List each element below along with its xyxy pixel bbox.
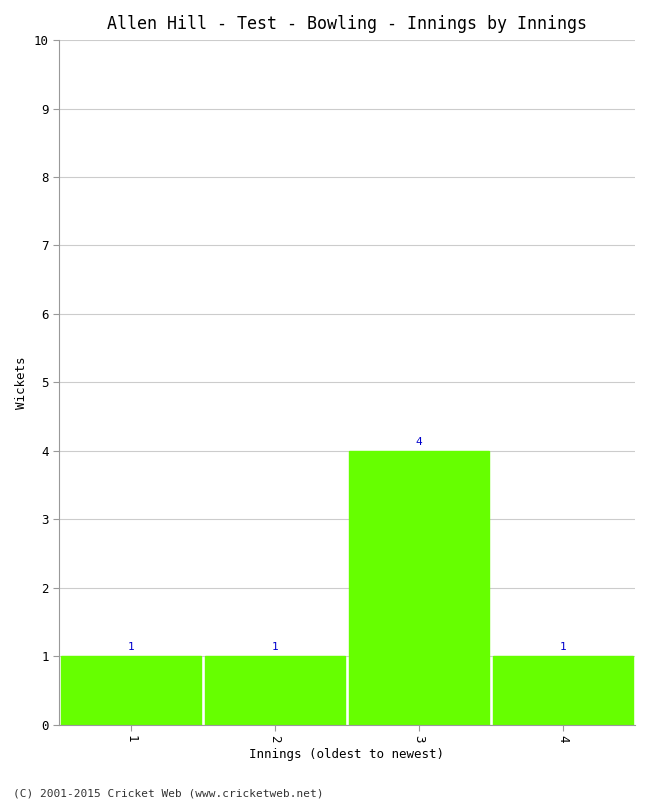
Text: 4: 4	[415, 437, 423, 446]
Bar	[61, 656, 201, 725]
Text: 1: 1	[560, 642, 566, 652]
Bar	[349, 450, 489, 725]
Text: 1: 1	[127, 642, 135, 652]
Bar	[493, 656, 633, 725]
Bar	[205, 656, 345, 725]
X-axis label: Innings (oldest to newest): Innings (oldest to newest)	[250, 748, 445, 761]
Text: 1: 1	[272, 642, 278, 652]
Y-axis label: Wickets: Wickets	[15, 356, 28, 409]
Title: Allen Hill - Test - Bowling - Innings by Innings: Allen Hill - Test - Bowling - Innings by…	[107, 15, 587, 33]
Text: (C) 2001-2015 Cricket Web (www.cricketweb.net): (C) 2001-2015 Cricket Web (www.cricketwe…	[13, 788, 324, 798]
